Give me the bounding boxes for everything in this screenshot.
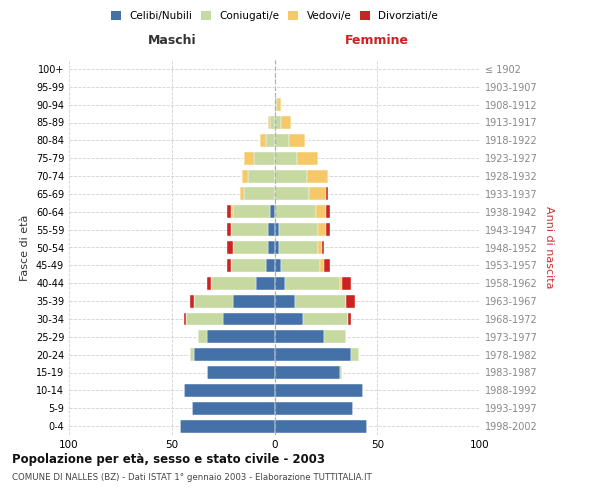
Bar [289,134,305,147]
Bar [275,312,303,326]
Bar [180,420,275,432]
Bar [275,384,363,397]
Bar [275,366,340,379]
Bar [281,116,291,129]
Bar [206,366,275,379]
Bar [307,170,328,182]
Bar [266,134,275,147]
Bar [275,420,367,432]
Bar [324,259,330,272]
Bar [184,384,275,397]
Bar [326,223,330,236]
Bar [232,223,268,236]
Bar [268,223,275,236]
Bar [297,152,317,164]
Bar [281,259,320,272]
Bar [232,259,266,272]
Bar [186,312,223,326]
Bar [206,277,211,289]
Bar [239,188,244,200]
Bar [275,330,324,343]
Legend: Celibi/Nubili, Coniugati/e, Vedovi/e, Divorziati/e: Celibi/Nubili, Coniugati/e, Vedovi/e, Di… [107,7,442,26]
Bar [275,206,316,218]
Bar [275,402,353,414]
Bar [244,188,275,200]
Bar [271,206,275,218]
Bar [340,366,343,379]
Bar [275,152,297,164]
Bar [303,312,349,326]
Bar [271,116,275,129]
Bar [232,206,233,218]
Bar [275,277,285,289]
Bar [275,223,278,236]
Bar [233,206,271,218]
Bar [350,348,359,361]
Bar [277,98,281,111]
Bar [211,277,256,289]
Bar [233,294,275,308]
Bar [184,312,186,326]
Bar [190,348,194,361]
Bar [326,188,328,200]
Bar [206,330,275,343]
Bar [199,330,206,343]
Bar [275,241,278,254]
Bar [194,294,233,308]
Bar [317,223,326,236]
Bar [242,170,248,182]
Bar [275,188,310,200]
Bar [190,294,194,308]
Bar [193,402,275,414]
Bar [244,152,254,164]
Bar [227,206,232,218]
Bar [275,259,281,272]
Bar [248,170,275,182]
Bar [285,277,340,289]
Bar [256,277,275,289]
Bar [266,259,275,272]
Bar [278,241,317,254]
Bar [194,348,275,361]
Bar [275,170,307,182]
Bar [223,312,275,326]
Bar [349,312,350,326]
Bar [275,98,277,111]
Bar [227,223,232,236]
Bar [295,294,346,308]
Bar [260,134,266,147]
Bar [316,206,326,218]
Bar [254,152,275,164]
Text: COMUNE DI NALLES (BZ) - Dati ISTAT 1° gennaio 2003 - Elaborazione TUTTITALIA.IT: COMUNE DI NALLES (BZ) - Dati ISTAT 1° ge… [12,472,372,482]
Bar [343,277,350,289]
Bar [320,259,324,272]
Bar [326,206,330,218]
Y-axis label: Fasce di età: Fasce di età [20,214,30,280]
Bar [268,116,271,129]
Bar [275,348,350,361]
Y-axis label: Anni di nascita: Anni di nascita [544,206,554,289]
Bar [340,277,343,289]
Text: Maschi: Maschi [148,34,196,48]
Text: Popolazione per età, sesso e stato civile - 2003: Popolazione per età, sesso e stato civil… [12,452,325,466]
Bar [275,134,289,147]
Bar [233,241,268,254]
Bar [227,259,232,272]
Text: Femmine: Femmine [345,34,409,48]
Bar [346,294,355,308]
Bar [324,330,346,343]
Bar [227,241,233,254]
Bar [322,241,324,254]
Bar [268,241,275,254]
Bar [317,241,322,254]
Bar [310,188,326,200]
Bar [278,223,317,236]
Bar [275,116,281,129]
Bar [275,294,295,308]
